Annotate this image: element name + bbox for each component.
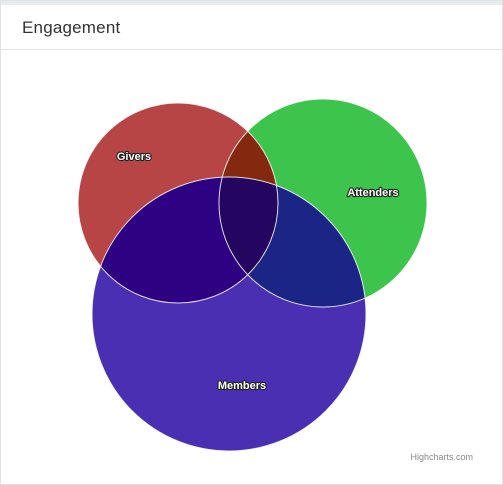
venn-intersection-attenders-members[interactable]: [92, 177, 366, 451]
venn-intersection-givers-members[interactable]: [92, 177, 366, 451]
highcharts-credits-link[interactable]: Highcharts.com: [410, 452, 473, 462]
venn-label-members: Members: [218, 380, 266, 392]
venn-outline-attenders: [218, 98, 428, 308]
venn-label-givers: Givers: [117, 151, 151, 163]
venn-chart: Givers Attenders Members Highcharts.com: [1, 50, 502, 484]
panel-top-bar: [1, 1, 502, 5]
venn-label-attenders: Attenders: [347, 187, 398, 199]
panel-title: Engagement: [22, 18, 121, 37]
venn-outline-members: [91, 176, 367, 452]
panel-header: Engagement: [1, 5, 502, 50]
venn-outline-givers: [77, 102, 279, 304]
venn-chart-svg: Givers Attenders Members: [77, 98, 428, 452]
